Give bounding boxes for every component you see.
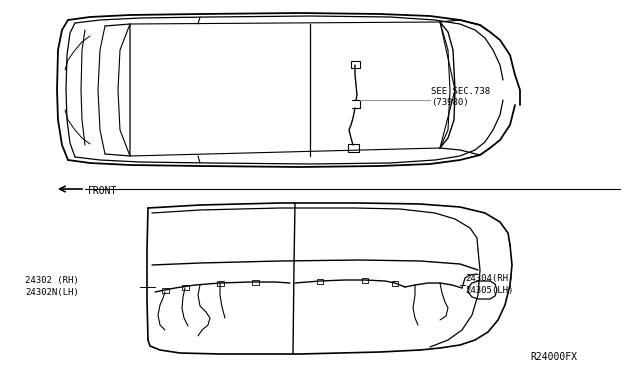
Text: SEE SEC.738: SEE SEC.738 xyxy=(431,87,490,96)
FancyBboxPatch shape xyxy=(351,61,360,68)
Text: 24305(LH): 24305(LH) xyxy=(465,285,513,295)
Bar xyxy=(182,285,189,290)
Bar xyxy=(317,279,323,284)
Bar xyxy=(217,281,224,286)
Bar xyxy=(162,288,169,293)
Text: FRONT: FRONT xyxy=(88,186,117,196)
Text: 24304(RH): 24304(RH) xyxy=(465,275,513,283)
Bar xyxy=(252,280,259,285)
Bar xyxy=(392,281,398,286)
Text: (73980): (73980) xyxy=(431,98,468,107)
Text: R24000FX: R24000FX xyxy=(530,352,577,362)
Bar xyxy=(362,278,368,283)
Text: 24302N(LH): 24302N(LH) xyxy=(25,288,79,296)
FancyBboxPatch shape xyxy=(348,144,359,152)
Text: 24302 (RH): 24302 (RH) xyxy=(25,276,79,285)
